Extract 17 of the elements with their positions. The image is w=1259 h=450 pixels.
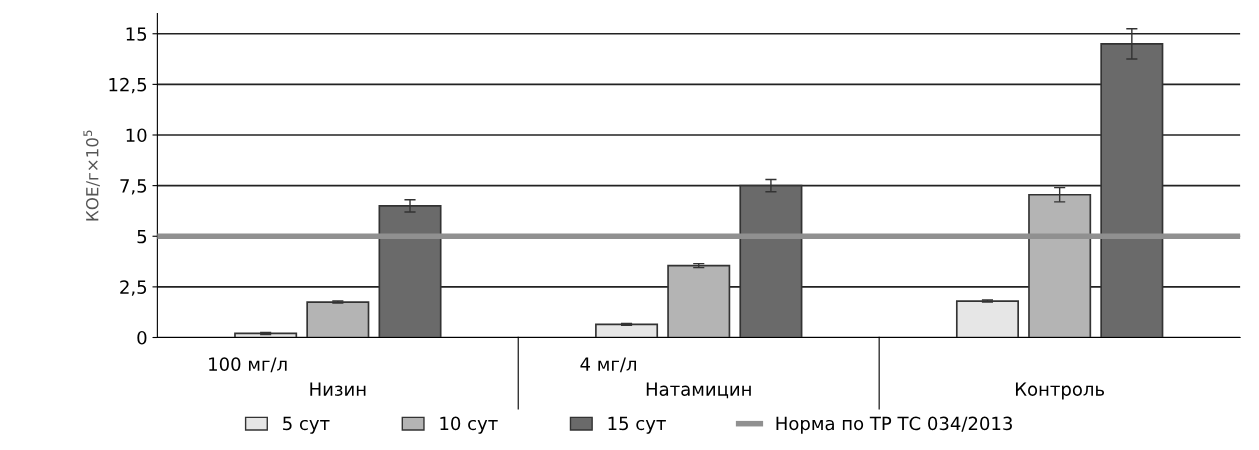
y-axis-title: КОЕ/г×10$^{5}$ <box>83 130 100 221</box>
x-tick-label: Низин <box>310 382 366 396</box>
text: 4 мг/л <box>580 357 636 373</box>
y-tick-label: 12,5 <box>109 77 147 94</box>
legend-label: 10 сут <box>440 416 498 434</box>
y-tick-label: 10 <box>126 128 147 143</box>
y-tick-label: 2,5 <box>120 280 147 296</box>
y-tick-label: 15 <box>126 27 147 41</box>
legend-label: 15 сут <box>608 416 666 434</box>
y-tick-label: 7,5 <box>120 179 147 195</box>
legend-label: Норма по ТР ТС 034/2013 <box>776 416 1012 434</box>
text: 100 мг/л <box>209 357 287 373</box>
x-tick-label: Натамицин <box>646 382 751 399</box>
y-tick-label: 0 <box>137 330 147 345</box>
y-tick-label: 5 <box>137 229 147 244</box>
x-tick-label: Контроль <box>1015 382 1105 400</box>
legend-label: 5 сут <box>283 416 330 434</box>
